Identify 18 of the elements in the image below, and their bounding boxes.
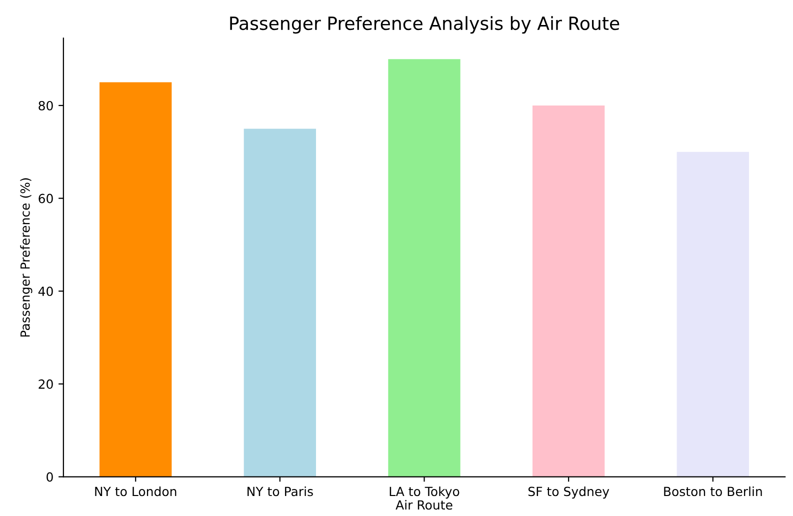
x-tick-label: NY to London: [95, 486, 176, 496]
y-tick-label: 80: [38, 100, 53, 110]
x-tick-label: NY to Paris: [248, 486, 313, 496]
bar: [100, 82, 172, 477]
bar: [388, 59, 460, 477]
y-tick-label: 20: [38, 379, 53, 389]
x-tick-label: LA to Tokyo: [390, 486, 460, 499]
y-tick-label: 0: [46, 472, 53, 482]
x-tick-label: Boston to Berlin: [664, 486, 762, 496]
y-tick-label: 60: [38, 194, 53, 204]
chart-title: Passenger Preference Analysis by Air Route: [230, 16, 620, 34]
x-tick-label: SF to Sydney: [528, 486, 610, 499]
y-tick-label: 40: [38, 286, 53, 296]
x-axis-title: Air Route: [396, 500, 452, 510]
bar: [532, 105, 605, 477]
bar: [676, 152, 749, 477]
y-axis-title: Passenger Preference (%): [20, 178, 32, 337]
bar: [244, 128, 316, 477]
